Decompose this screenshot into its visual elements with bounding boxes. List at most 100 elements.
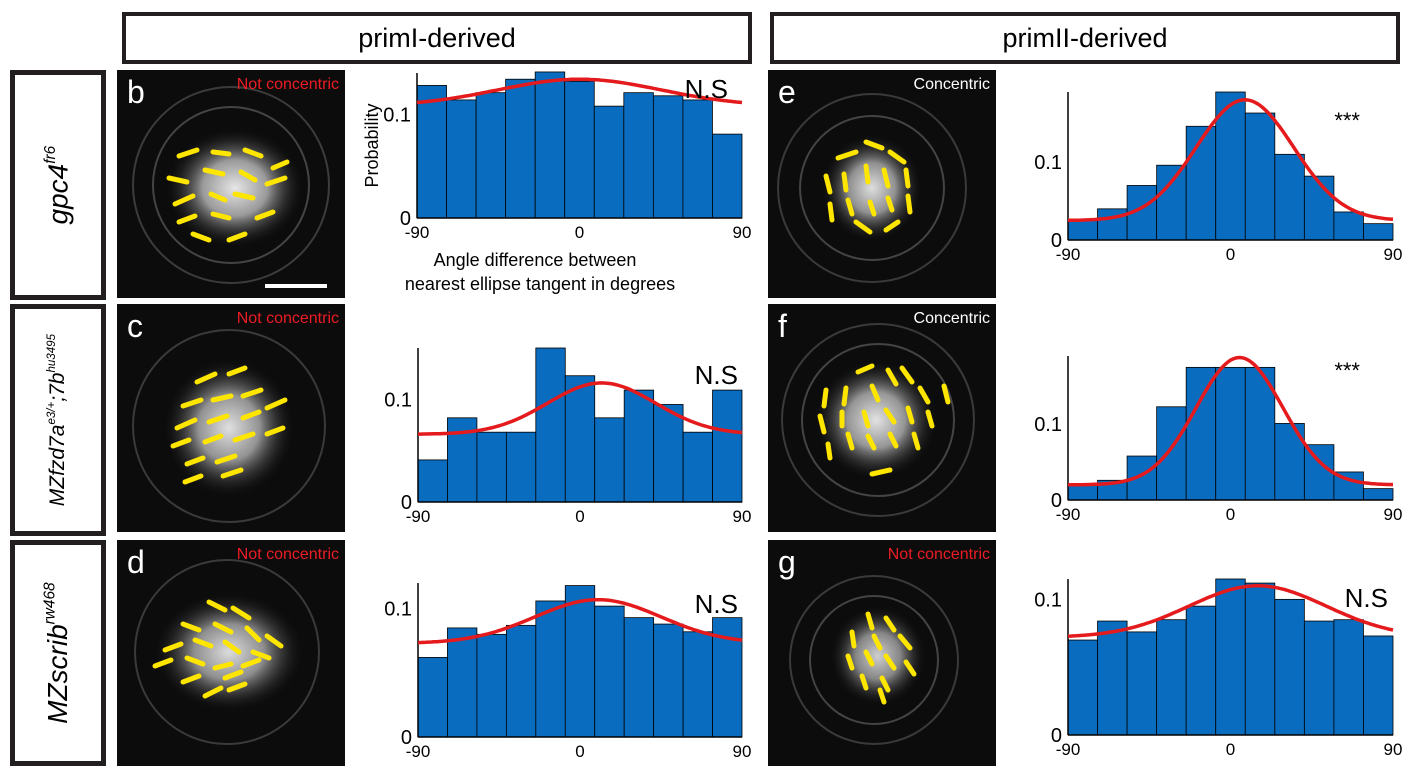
histogram-bar: [623, 617, 655, 738]
x-tick-label: 90: [1384, 740, 1403, 759]
histogram-bar: [1156, 164, 1187, 241]
histogram-bar: [447, 627, 478, 738]
header-primII-label: primII-derived: [1002, 22, 1168, 53]
histogram-bar: [505, 78, 536, 219]
histogram-bar: [564, 80, 595, 219]
histogram-bar: [1185, 605, 1217, 736]
histogram-bar: [623, 92, 654, 219]
histogram-bar: [476, 431, 507, 503]
histogram-bar: [1303, 444, 1335, 501]
x-tick-label: 90: [733, 507, 752, 526]
histogram-bar: [1067, 485, 1098, 501]
histogram-bar: [475, 92, 507, 219]
significance-annotation: N.S: [685, 74, 728, 104]
x-tick-label: -90: [406, 742, 431, 761]
gaussian-fit-line: [418, 381, 743, 436]
micrograph-panel-g: g Not concentric: [768, 540, 996, 766]
histogram-bar: [1363, 488, 1394, 501]
histogram-bar: [535, 600, 566, 738]
significance-annotation: N.S: [695, 589, 738, 619]
panel-letter: g: [778, 544, 796, 580]
x-tick-label: 90: [1384, 245, 1403, 264]
histogram-bar: [1156, 406, 1187, 501]
gaussian-fit-line: [1067, 584, 1394, 638]
histogram-bar: [416, 85, 447, 219]
histogram-bar: [623, 389, 655, 503]
y-tick-label: 0.1: [1034, 414, 1062, 436]
micrograph-panel-c: c Not concentric: [117, 304, 345, 532]
histogram-bar: [564, 375, 596, 503]
x-tick-label: -90: [406, 507, 431, 526]
histogram-bar: [1363, 635, 1394, 736]
x-tick-label: 0: [575, 742, 584, 761]
histogram-bar: [1097, 208, 1128, 241]
concentricity-status: Not concentric: [236, 76, 339, 93]
histogram-bar: [712, 133, 743, 219]
micrograph-d-image: [117, 540, 345, 766]
histogram-bar: [417, 657, 448, 738]
histogram-bar: [682, 431, 713, 503]
histogram-bar: [594, 417, 625, 503]
histogram-bar: [1215, 91, 1246, 241]
gaussian-fit-line: [1067, 98, 1394, 223]
x-tick-label: -90: [405, 223, 430, 242]
concentricity-status: Not concentric: [887, 546, 990, 563]
histogram-bar: [564, 585, 596, 738]
histogram-bar: [1244, 582, 1276, 736]
micrograph-panel-b: b Not concentric: [117, 70, 345, 298]
row-label-mzscrib: MZscribrw468: [10, 540, 106, 766]
x-tick-label: -90: [1056, 505, 1081, 524]
y-tick-label: 0: [1051, 230, 1062, 252]
y-tick-label: 0.1: [383, 104, 411, 126]
x-tick-label: 0: [1226, 505, 1235, 524]
micrograph-g-image: [768, 540, 996, 766]
significance-annotation: N.S: [1345, 583, 1388, 613]
row-label-gpc4: gpc4fr6: [10, 70, 106, 300]
histogram-bar: [535, 347, 566, 503]
micrograph-c-image: [117, 304, 345, 532]
micrograph-f-image: [768, 304, 996, 532]
histogram-bar: [476, 633, 507, 738]
concentricity-status: Not concentric: [236, 310, 339, 327]
x-tick-label: -90: [1056, 245, 1081, 264]
histogram-bar: [682, 99, 713, 219]
histogram-bar: [505, 624, 537, 738]
gaussian-fit-line: [417, 597, 743, 645]
histogram-bar: [417, 459, 448, 503]
panel-letter: f: [778, 308, 787, 344]
row-label-mzfzd7a-text: MZfzd7ae3/+;7bhu3495: [45, 333, 70, 507]
concentricity-status: Concentric: [913, 76, 990, 93]
histogram-bar: [1333, 211, 1364, 241]
histogram-bar: [1126, 631, 1158, 736]
x-tick-label: 90: [733, 742, 752, 761]
histogram-bar: [446, 99, 477, 219]
panel-letter: c: [127, 308, 143, 344]
concentricity-status: Not concentric: [236, 546, 339, 563]
histogram-bar: [652, 95, 684, 219]
histogram-bar: [653, 404, 684, 503]
histogram-bar: [1303, 620, 1335, 736]
histogram-bar: [1185, 366, 1217, 501]
micrograph-panel-e: e Concentric: [768, 70, 996, 298]
panel-letter: b: [127, 74, 145, 110]
row-label-mzfzd7a: MZfzd7ae3/+;7bhu3495: [10, 304, 106, 536]
histogram-bar: [505, 431, 537, 503]
header-primI-label: primI-derived: [358, 22, 516, 53]
gaussian-fit-line: [416, 77, 743, 105]
histogram-bar: [712, 389, 743, 503]
y-axis-label: Probability: [362, 103, 382, 187]
y-tick-label: 0: [401, 727, 412, 749]
x-tick-label: 0: [575, 507, 584, 526]
y-tick-label: 0: [1051, 725, 1062, 747]
row-label-gpc4-text: gpc4fr6: [41, 145, 74, 225]
histogram-bar: [1333, 619, 1364, 736]
y-tick-label: 0.1: [384, 389, 412, 411]
histogram-bar: [1303, 175, 1335, 241]
micrograph-panel-f: f Concentric: [768, 304, 996, 532]
histogram-bar: [1274, 598, 1305, 736]
